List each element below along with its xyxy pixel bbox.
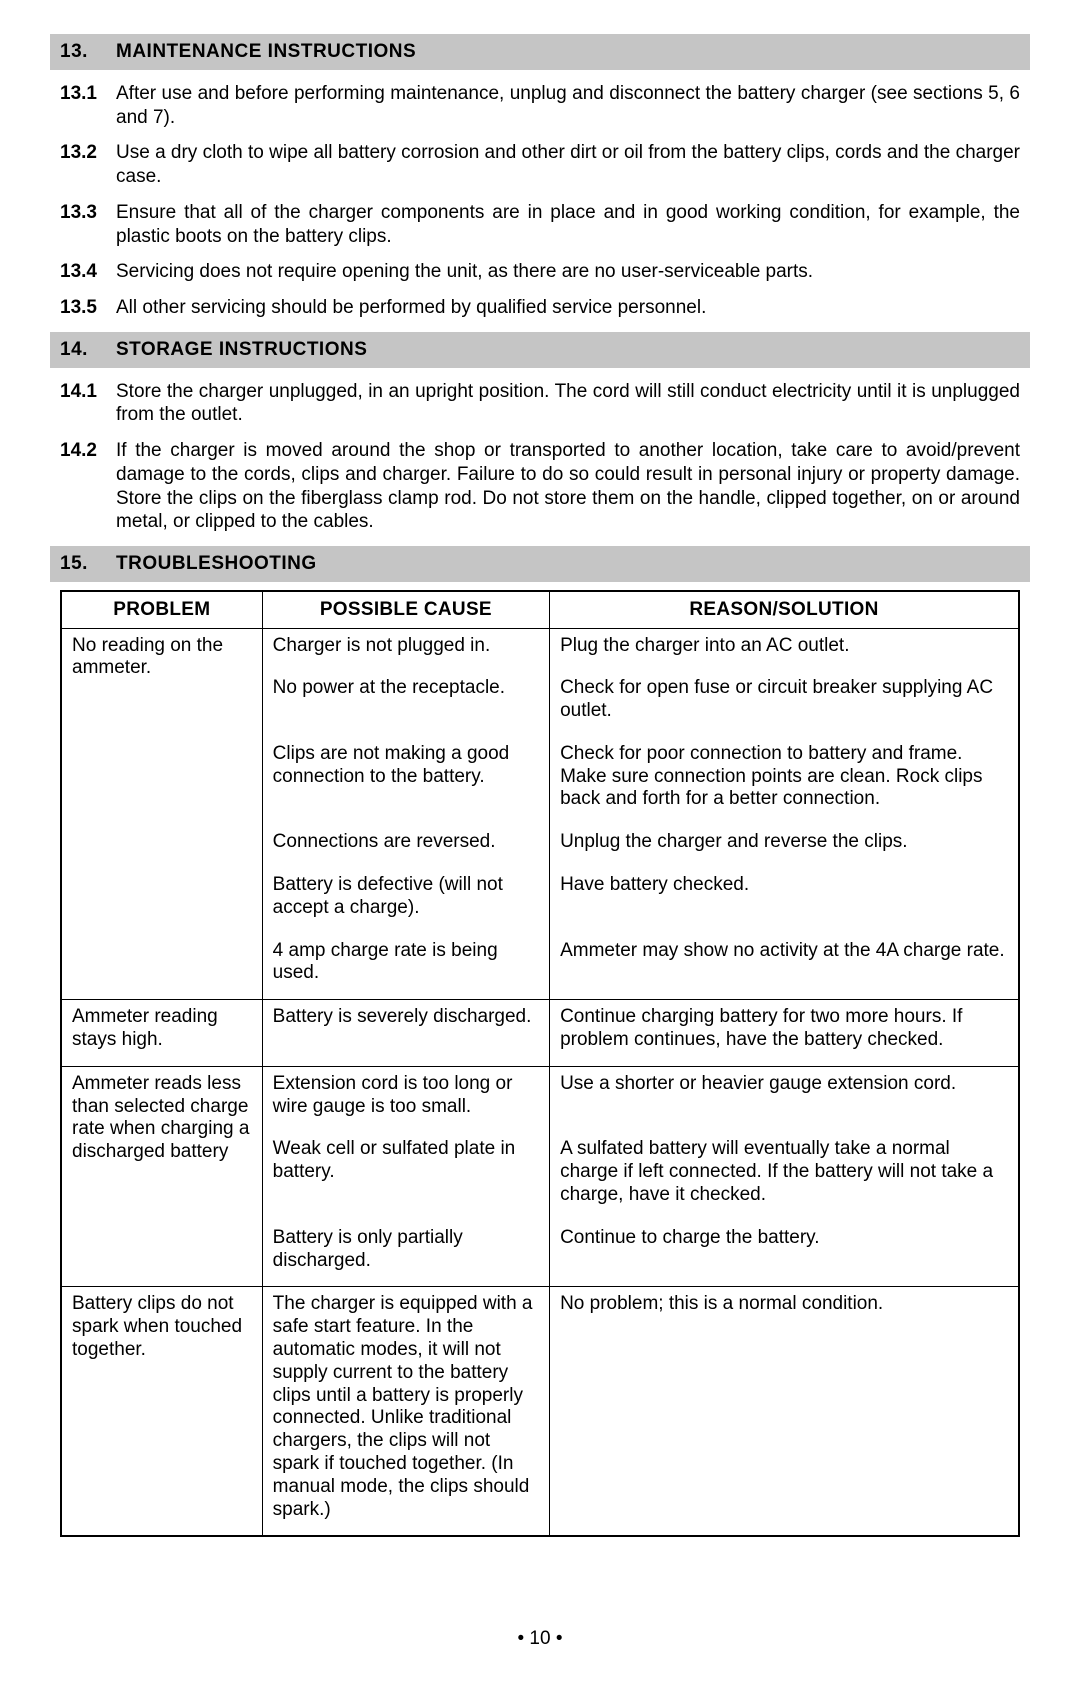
- cell-solution: Continue charging battery for two more h…: [550, 1000, 1019, 1067]
- instruction-item: 13.2Use a dry cloth to wipe all battery …: [50, 137, 1030, 197]
- cell-problem: Battery clips do not spark when touched …: [61, 1287, 262, 1536]
- cell-solution: Ammeter may show no activity at the 4A c…: [550, 934, 1019, 1000]
- cell-cause: The charger is equipped with a safe star…: [262, 1287, 549, 1536]
- cell-cause: Battery is only partially discharged.: [262, 1221, 549, 1287]
- section-number: 15.: [60, 552, 116, 576]
- item-text: All other servicing should be performed …: [116, 296, 1020, 320]
- section-title: TROUBLESHOOTING: [116, 552, 317, 576]
- cell-solution: Have battery checked.: [550, 868, 1019, 934]
- section-title: STORAGE INSTRUCTIONS: [116, 338, 367, 362]
- cell-cause: 4 amp charge rate is being used.: [262, 934, 549, 1000]
- cell-cause: Charger is not plugged in.: [262, 628, 549, 671]
- cell-solution: Use a shorter or heavier gauge extension…: [550, 1066, 1019, 1132]
- cell-solution: Continue to charge the battery.: [550, 1221, 1019, 1287]
- section-number: 14.: [60, 338, 116, 362]
- item-number: 13.3: [60, 201, 116, 249]
- table-row: No reading on the ammeter.Charger is not…: [61, 628, 1019, 671]
- instruction-item: 13.3Ensure that all of the charger compo…: [50, 197, 1030, 257]
- cell-cause: No power at the receptacle.: [262, 671, 549, 737]
- instruction-item: 13.1After use and before performing main…: [50, 78, 1030, 138]
- cell-solution: A sulfated battery will eventually take …: [550, 1132, 1019, 1220]
- table-row: Battery clips do not spark when touched …: [61, 1287, 1019, 1536]
- col-header-solution: REASON/SOLUTION: [550, 591, 1019, 628]
- page-number: • 10 •: [50, 1627, 1030, 1651]
- item-number: 14.1: [60, 380, 116, 428]
- cell-solution: Check for open fuse or circuit breaker s…: [550, 671, 1019, 737]
- item-number: 13.1: [60, 82, 116, 130]
- col-header-cause: POSSIBLE CAUSE: [262, 591, 549, 628]
- instruction-item: 14.1Store the charger unplugged, in an u…: [50, 376, 1030, 436]
- item-text: Store the charger unplugged, in an uprig…: [116, 380, 1020, 428]
- section-header: 15.TROUBLESHOOTING: [50, 546, 1030, 582]
- item-number: 14.2: [60, 439, 116, 534]
- item-number: 13.4: [60, 260, 116, 284]
- col-header-problem: PROBLEM: [61, 591, 262, 628]
- cell-cause: Battery is defective (will not accept a …: [262, 868, 549, 934]
- table-row: Ammeter reading stays high.Battery is se…: [61, 1000, 1019, 1067]
- section-number: 13.: [60, 40, 116, 64]
- section-title: MAINTENANCE INSTRUCTIONS: [116, 40, 416, 64]
- cell-problem: Ammeter reading stays high.: [61, 1000, 262, 1067]
- cell-problem: No reading on the ammeter.: [61, 628, 262, 1000]
- item-text: After use and before performing maintena…: [116, 82, 1020, 130]
- item-text: If the charger is moved around the shop …: [116, 439, 1020, 534]
- section-header: 14.STORAGE INSTRUCTIONS: [50, 332, 1030, 368]
- section-header: 13.MAINTENANCE INSTRUCTIONS: [50, 34, 1030, 70]
- table-header-row: PROBLEM POSSIBLE CAUSE REASON/SOLUTION: [61, 591, 1019, 628]
- cell-problem: Ammeter reads less than selected charge …: [61, 1066, 262, 1287]
- instruction-item: 13.5All other servicing should be perfor…: [50, 292, 1030, 328]
- cell-solution: Unplug the charger and reverse the clips…: [550, 825, 1019, 868]
- cell-cause: Clips are not making a good connection t…: [262, 737, 549, 825]
- instruction-item: 13.4Servicing does not require opening t…: [50, 256, 1030, 292]
- cell-cause: Battery is severely discharged.: [262, 1000, 549, 1067]
- cell-cause: Weak cell or sulfated plate in battery.: [262, 1132, 549, 1220]
- troubleshooting-table: PROBLEM POSSIBLE CAUSE REASON/SOLUTION N…: [60, 590, 1020, 1538]
- cell-cause: Extension cord is too long or wire gauge…: [262, 1066, 549, 1132]
- instruction-item: 14.2If the charger is moved around the s…: [50, 435, 1030, 542]
- cell-solution: Plug the charger into an AC outlet.: [550, 628, 1019, 671]
- table-row: Ammeter reads less than selected charge …: [61, 1066, 1019, 1132]
- item-number: 13.5: [60, 296, 116, 320]
- item-text: Servicing does not require opening the u…: [116, 260, 1020, 284]
- cell-solution: No problem; this is a normal condition.: [550, 1287, 1019, 1536]
- cell-solution: Check for poor connection to battery and…: [550, 737, 1019, 825]
- item-text: Use a dry cloth to wipe all battery corr…: [116, 141, 1020, 189]
- item-number: 13.2: [60, 141, 116, 189]
- cell-cause: Connections are reversed.: [262, 825, 549, 868]
- item-text: Ensure that all of the charger component…: [116, 201, 1020, 249]
